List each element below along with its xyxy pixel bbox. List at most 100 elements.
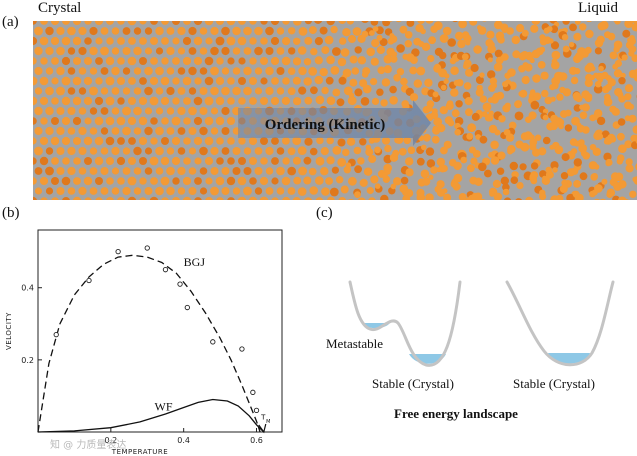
particle xyxy=(215,76,225,86)
particle xyxy=(561,184,568,191)
particle xyxy=(560,172,569,180)
particle xyxy=(529,89,536,95)
particle xyxy=(586,93,592,99)
particle xyxy=(409,93,419,102)
particle xyxy=(51,77,59,85)
particle xyxy=(394,137,401,144)
particle xyxy=(597,22,606,31)
particle xyxy=(84,57,92,65)
particle xyxy=(265,146,274,156)
particle xyxy=(542,114,549,121)
particle xyxy=(456,79,464,87)
particle xyxy=(338,197,346,200)
particle xyxy=(72,96,82,106)
particle xyxy=(67,127,76,135)
particle xyxy=(389,85,397,94)
particle xyxy=(150,37,158,45)
particle xyxy=(45,46,54,56)
particle xyxy=(127,116,137,126)
particle xyxy=(39,76,49,86)
particle xyxy=(363,167,373,176)
particle xyxy=(562,21,570,25)
particle xyxy=(172,57,180,65)
particle xyxy=(73,137,81,145)
particle xyxy=(298,86,307,95)
particle xyxy=(601,178,608,185)
particle xyxy=(632,125,637,134)
particle xyxy=(416,193,426,200)
particle xyxy=(215,96,225,106)
particle xyxy=(117,37,125,45)
particle xyxy=(73,177,81,185)
particle xyxy=(515,198,523,200)
particle xyxy=(407,146,416,155)
particle xyxy=(461,53,469,61)
particle xyxy=(444,73,450,79)
particle xyxy=(122,186,131,196)
particle xyxy=(89,187,98,195)
free-energy-caption: Free energy landscape xyxy=(394,406,518,421)
particle xyxy=(61,36,71,46)
particle xyxy=(56,66,65,76)
particle xyxy=(402,195,411,200)
particle xyxy=(106,157,114,165)
particle xyxy=(249,177,257,185)
particle xyxy=(387,38,395,45)
particle xyxy=(149,196,159,200)
particle xyxy=(287,67,296,75)
particle xyxy=(160,76,170,86)
particle xyxy=(166,46,175,56)
particle xyxy=(221,67,230,75)
particle xyxy=(298,27,308,36)
particle xyxy=(194,157,202,165)
particle xyxy=(155,47,164,55)
particle xyxy=(34,46,43,56)
particle xyxy=(452,182,461,191)
particle xyxy=(238,137,246,145)
particle xyxy=(122,126,131,136)
particle xyxy=(490,156,500,165)
particle xyxy=(182,56,192,66)
particle xyxy=(520,142,530,152)
particle xyxy=(232,167,241,175)
particle xyxy=(83,76,93,86)
particle xyxy=(447,38,457,47)
particle xyxy=(210,46,219,56)
particle xyxy=(308,26,317,35)
particle xyxy=(78,26,87,36)
particle xyxy=(426,105,433,112)
particle xyxy=(374,183,381,189)
particle xyxy=(549,84,556,91)
particle xyxy=(221,26,230,36)
particle xyxy=(34,126,43,136)
particle xyxy=(314,56,323,65)
particle xyxy=(405,157,414,166)
particle xyxy=(432,91,439,98)
particle xyxy=(349,55,358,64)
particle xyxy=(524,63,533,72)
particle xyxy=(95,57,103,65)
particle xyxy=(463,82,472,90)
particle xyxy=(61,56,71,66)
particle xyxy=(221,106,230,116)
particle xyxy=(539,46,546,53)
particle xyxy=(477,25,482,31)
particle xyxy=(544,96,553,105)
particle xyxy=(624,199,629,200)
particle xyxy=(579,172,588,181)
particle xyxy=(51,117,59,125)
particle xyxy=(624,140,633,149)
particle xyxy=(276,67,285,75)
x-tick-label: 0.6 xyxy=(250,436,263,445)
particle xyxy=(631,141,637,150)
particle xyxy=(450,88,459,97)
particle xyxy=(314,37,323,46)
particle xyxy=(454,129,462,136)
particle xyxy=(518,91,524,97)
particle xyxy=(598,65,604,72)
particle xyxy=(613,46,620,53)
particle xyxy=(606,191,613,198)
particle xyxy=(624,93,632,101)
particle xyxy=(67,67,76,75)
particle xyxy=(210,86,219,96)
